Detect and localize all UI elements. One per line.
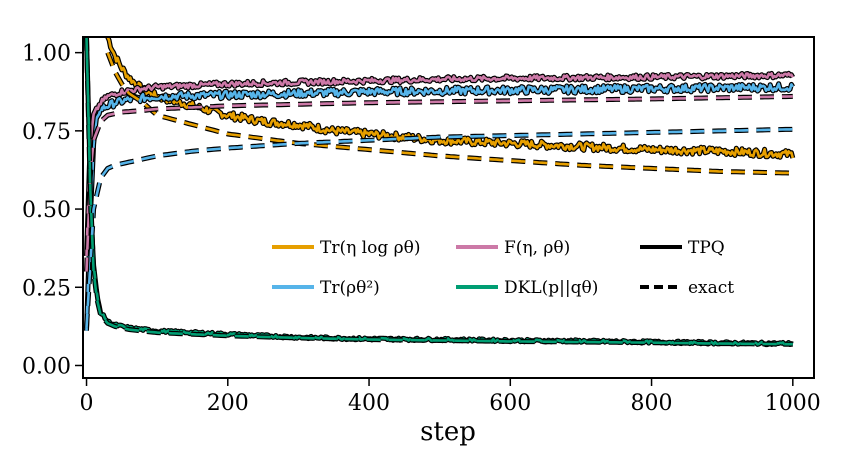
series-outline-tr-tpq: [84, 81, 795, 331]
x-tick-label: 800: [631, 391, 673, 416]
x-tick-label: 600: [489, 391, 531, 416]
y-tick-label: 0.50: [22, 198, 71, 223]
series-line-f-tpq: [85, 72, 794, 256]
series-layer: [84, 37, 796, 348]
x-tick-label: 0: [80, 391, 94, 416]
x-tick-label: 400: [348, 391, 390, 416]
legend-label-tr-rho2: Tr(ρθ²): [320, 278, 380, 298]
y-tick-label: 0.75: [22, 120, 71, 145]
series-line-tr-exact: [85, 128, 793, 328]
series-line-dkl-p-q-exact: [85, 37, 793, 346]
y-tick-label: 0.25: [22, 276, 71, 301]
series-line-tr-tpq: [85, 82, 794, 331]
series-line-tr-log-exact: [106, 52, 793, 175]
plot-frame: [82, 36, 815, 379]
legend-label-fidelity: F(η, ρθ): [504, 238, 570, 258]
series-outline-tr-exact: [84, 126, 793, 329]
x-tick-label: 1000: [765, 391, 821, 416]
legend: Tr(η log ρθ) Tr(ρθ²) F(η, ρθ) DKL(p||qθ)…: [272, 238, 734, 298]
y-tick-label: 0.00: [22, 354, 71, 379]
y-tick-label: 1.00: [22, 42, 71, 67]
x-tick-label: 200: [207, 391, 249, 416]
ticks-layer: 0 200 400 600 800 1000 0.00 0.25 0.50 0.75 1.00: [22, 42, 821, 416]
legend-label-exact: exact: [688, 278, 734, 298]
series-line-tr-log-tpq: [106, 37, 795, 159]
legend-label-tr-log: Tr(η log ρθ): [320, 238, 421, 258]
x-axis-label: step: [420, 417, 476, 447]
legend-label-dkl: DKL(p||qθ): [504, 278, 598, 298]
series-line-f-exact: [85, 95, 793, 272]
legend-label-tpq: TPQ: [688, 238, 725, 258]
